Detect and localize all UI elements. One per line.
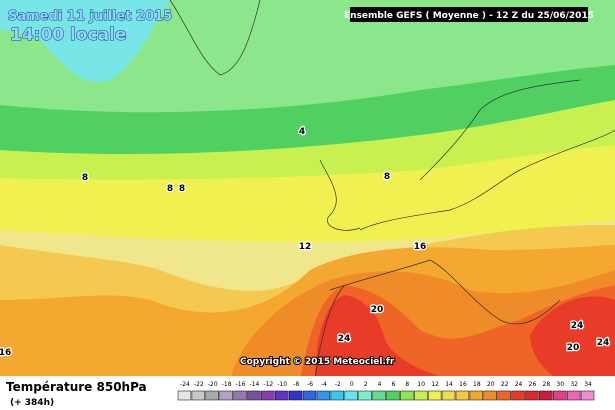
scale-swatch: [288, 390, 303, 401]
scale-swatch: [455, 390, 470, 401]
scale-label: -14: [250, 381, 260, 388]
legend-title: Température 850hPa: [6, 380, 147, 394]
scale-label: 18: [473, 381, 481, 388]
scale-label: -18: [222, 381, 232, 388]
scale-swatch: [483, 390, 497, 401]
scale-label: -24: [180, 381, 190, 388]
scale-swatch: [511, 390, 525, 401]
scale-label: 16: [459, 381, 467, 388]
scale-swatch: [539, 390, 553, 401]
scale-label: 34: [584, 381, 592, 388]
scale-swatch: [553, 390, 567, 401]
contour-label: 8: [179, 184, 185, 194]
copyright: Copyright © 2015 Meteociel.fr: [240, 357, 395, 367]
contour-label: 8: [82, 173, 88, 183]
scale-swatch: [525, 390, 539, 401]
scale-label: 28: [543, 381, 551, 388]
scale-swatch: [414, 390, 428, 401]
scale-swatch: [233, 390, 247, 401]
time-title: 14:00 locale: [10, 25, 126, 45]
scale-label: 14: [445, 381, 453, 388]
scale-label: -6: [307, 381, 313, 388]
contour-label: 24: [338, 334, 351, 344]
scale-swatch: [386, 390, 400, 401]
run-box: [350, 7, 588, 22]
date-title: Samedi 11 juillet 2015: [8, 9, 172, 24]
scale-label: 22: [501, 381, 509, 388]
scale-label: 10: [417, 381, 425, 388]
scale-label: 26: [529, 381, 537, 388]
lead-time: (+ 384h): [10, 398, 54, 408]
scale-swatch: [372, 390, 386, 401]
scale-label: 32: [570, 381, 578, 388]
scale-label: -22: [194, 381, 204, 388]
scale-label: -4: [321, 381, 327, 388]
scale-label: 0: [350, 381, 354, 388]
scale-swatch: [566, 390, 581, 401]
contour-label: 4: [299, 127, 305, 137]
scale-label: -10: [277, 381, 287, 388]
scale-swatch: [219, 390, 233, 401]
scale-swatch: [469, 390, 484, 401]
scale-swatch: [275, 390, 289, 401]
scale-swatch: [205, 390, 219, 401]
scale-swatch: [358, 390, 372, 401]
scale-swatch: [427, 390, 442, 401]
contour-label: 12: [299, 242, 312, 252]
scale-label: 20: [487, 381, 495, 388]
scale-label: 30: [556, 381, 564, 388]
scale-label: -2: [335, 381, 341, 388]
scale-label: -12: [263, 381, 273, 388]
scale-swatch: [330, 390, 345, 401]
scale-label: -8: [293, 381, 299, 388]
scale-swatch: [316, 390, 331, 401]
scale-label: 24: [515, 381, 523, 388]
scale-swatch: [344, 390, 358, 401]
scale-label: 12: [431, 381, 439, 388]
scale-label: 4: [378, 381, 382, 388]
scale-swatch: [177, 390, 192, 401]
scale-swatch: [497, 390, 511, 401]
contour-label: 24: [571, 321, 584, 331]
scale-swatch: [400, 390, 414, 401]
coastlines: [169, 0, 615, 381]
scale-label: -20: [208, 381, 218, 388]
scale-swatch: [191, 390, 206, 401]
scale-label: 8: [405, 381, 409, 388]
run-info: Ensemble GEFS ( Moyenne ) - 12 Z du 25/0…: [344, 11, 594, 21]
scale-swatch: [261, 390, 275, 401]
contour-label: 8: [167, 184, 173, 194]
scale-label: 6: [392, 381, 396, 388]
scale-swatch: [247, 390, 261, 401]
scale-swatch: [441, 390, 456, 401]
scale-swatch: [302, 390, 317, 401]
color-scale: -24 -22 -20 -18 -16 -14 -12 -10 -8 -6 -4 -2 0 2 4 6 8 10 1…: [177, 381, 595, 401]
contour-label: 8: [384, 172, 390, 182]
temperature-field: [0, 0, 615, 380]
scale-swatch: [580, 390, 595, 401]
contour-label: 16: [0, 348, 11, 358]
scale-label: -16: [236, 381, 246, 388]
contour-label: 20: [567, 343, 580, 353]
contour-label: 20: [371, 305, 384, 315]
contour-label: 16: [414, 242, 427, 252]
contour-label: 24: [597, 338, 610, 348]
scale-label: 2: [364, 381, 368, 388]
